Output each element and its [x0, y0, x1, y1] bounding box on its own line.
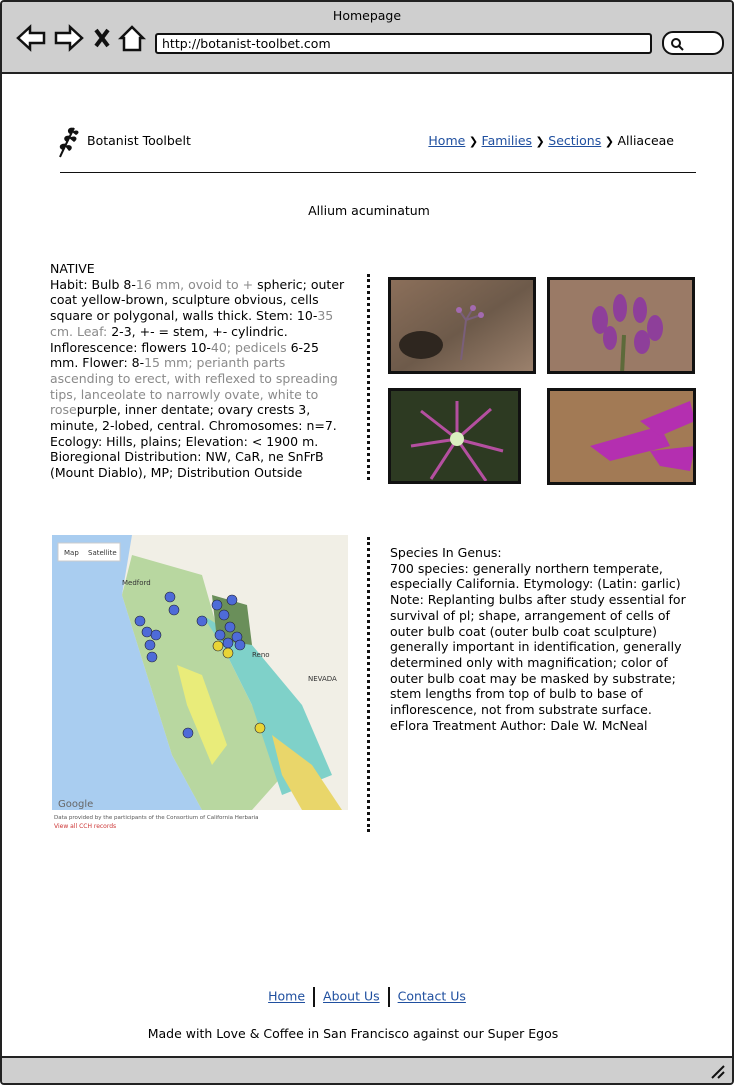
- map-attribution: Data provided by the participants of the…: [54, 815, 259, 821]
- breadcrumb-link[interactable]: Sections: [548, 133, 602, 148]
- records-link[interactable]: View all CCH records: [54, 823, 116, 830]
- nav-buttons[interactable]: [14, 22, 149, 54]
- stop-button[interactable]: [94, 28, 110, 48]
- genus-author: eFlora Treatment Author: Dale W. McNeal: [390, 717, 648, 733]
- status-bar: [2, 1056, 732, 1083]
- map-place: Medford: [122, 579, 151, 587]
- native-status: NATIVE: [50, 261, 95, 276]
- description-segment: 35 cm. Leaf:: [50, 308, 334, 339]
- breadcrumb-current: Alliaceae: [617, 133, 674, 148]
- description-segment: 6-25 mm. Flower: 8-: [50, 339, 319, 371]
- description-segment: 40; pedicels: [210, 339, 291, 355]
- footer-link[interactable]: Home: [268, 988, 306, 1004]
- description-segment: 2-3, +- = stem, +- cylindric. Infloresce…: [50, 323, 288, 355]
- distribution-map[interactable]: Map Satellite Medford NEVADA Reno Google…: [52, 535, 348, 831]
- species-description: NATIVE Habit: Bulb 8-16 mm, ovoid to + s…: [50, 261, 350, 482]
- map-brand: Google: [58, 799, 93, 810]
- footer-tagline: Made with Love & Coffee in San Francisco…: [147, 1026, 559, 1041]
- photo[interactable]: [388, 277, 536, 374]
- photo[interactable]: [388, 388, 521, 484]
- breadcrumb-separator: ❯: [468, 135, 479, 148]
- window-title: Homepage: [332, 8, 402, 23]
- column-divider: [367, 537, 370, 832]
- genus-heading: Species In Genus:: [390, 545, 502, 560]
- map-tab[interactable]: Map: [64, 549, 79, 557]
- description-segment: spheric; outer coat yellow-brown, sculpt…: [50, 276, 345, 324]
- description-segment: purple, inner dentate; ovary crests 3, m…: [50, 402, 337, 482]
- photo[interactable]: [547, 277, 695, 374]
- footer-links: Home About Us Contact Us: [2, 987, 732, 1007]
- map-place: NEVADA: [308, 675, 337, 683]
- breadcrumb-separator: ❯: [604, 135, 614, 148]
- search-box[interactable]: [662, 31, 724, 55]
- address-bar[interactable]: http://botanist-toolbet.com: [155, 33, 652, 54]
- description-segment: 15 mm; perianth parts ascending to erect…: [50, 355, 338, 418]
- home-button[interactable]: [117, 25, 147, 52]
- map-tab[interactable]: Satellite: [88, 549, 117, 557]
- browser-toolbar: Homepage http://botanist-toolbet.com: [2, 2, 732, 74]
- genus-text: 700 species: generally northern temperat…: [390, 560, 686, 718]
- description-segment: 16 mm, ovoid to +: [135, 276, 254, 292]
- genus-info: Species In Genus: 700 species: generally…: [390, 545, 700, 733]
- footer-link[interactable]: About Us: [323, 988, 380, 1004]
- breadcrumb-link[interactable]: Home: [428, 133, 466, 148]
- description-segment: Habit: Bulb 8-: [50, 276, 136, 292]
- link-separator: [387, 987, 390, 1007]
- forward-button[interactable]: [54, 24, 84, 52]
- breadcrumb-separator: ❯: [535, 135, 545, 148]
- logo: [59, 127, 79, 158]
- species-name: Allium acuminatum: [308, 203, 430, 218]
- footer-link[interactable]: Contact Us: [397, 988, 466, 1004]
- breadcrumb: Home ❯ Families ❯ Sections ❯ Alliaceae: [302, 133, 674, 148]
- back-button[interactable]: [16, 24, 46, 52]
- resize-grip: [711, 1065, 725, 1079]
- search-icon: [671, 38, 684, 51]
- column-divider: [367, 274, 370, 480]
- header-divider: [60, 172, 696, 173]
- brand-name: Botanist Toolbelt: [87, 133, 191, 148]
- description-text: Habit: Bulb 8-16 mm, ovoid to + spheric;…: [50, 277, 350, 482]
- map-place: Reno: [252, 651, 270, 659]
- link-separator: [313, 987, 316, 1007]
- breadcrumb-link[interactable]: Families: [481, 133, 533, 148]
- photo[interactable]: [547, 388, 696, 485]
